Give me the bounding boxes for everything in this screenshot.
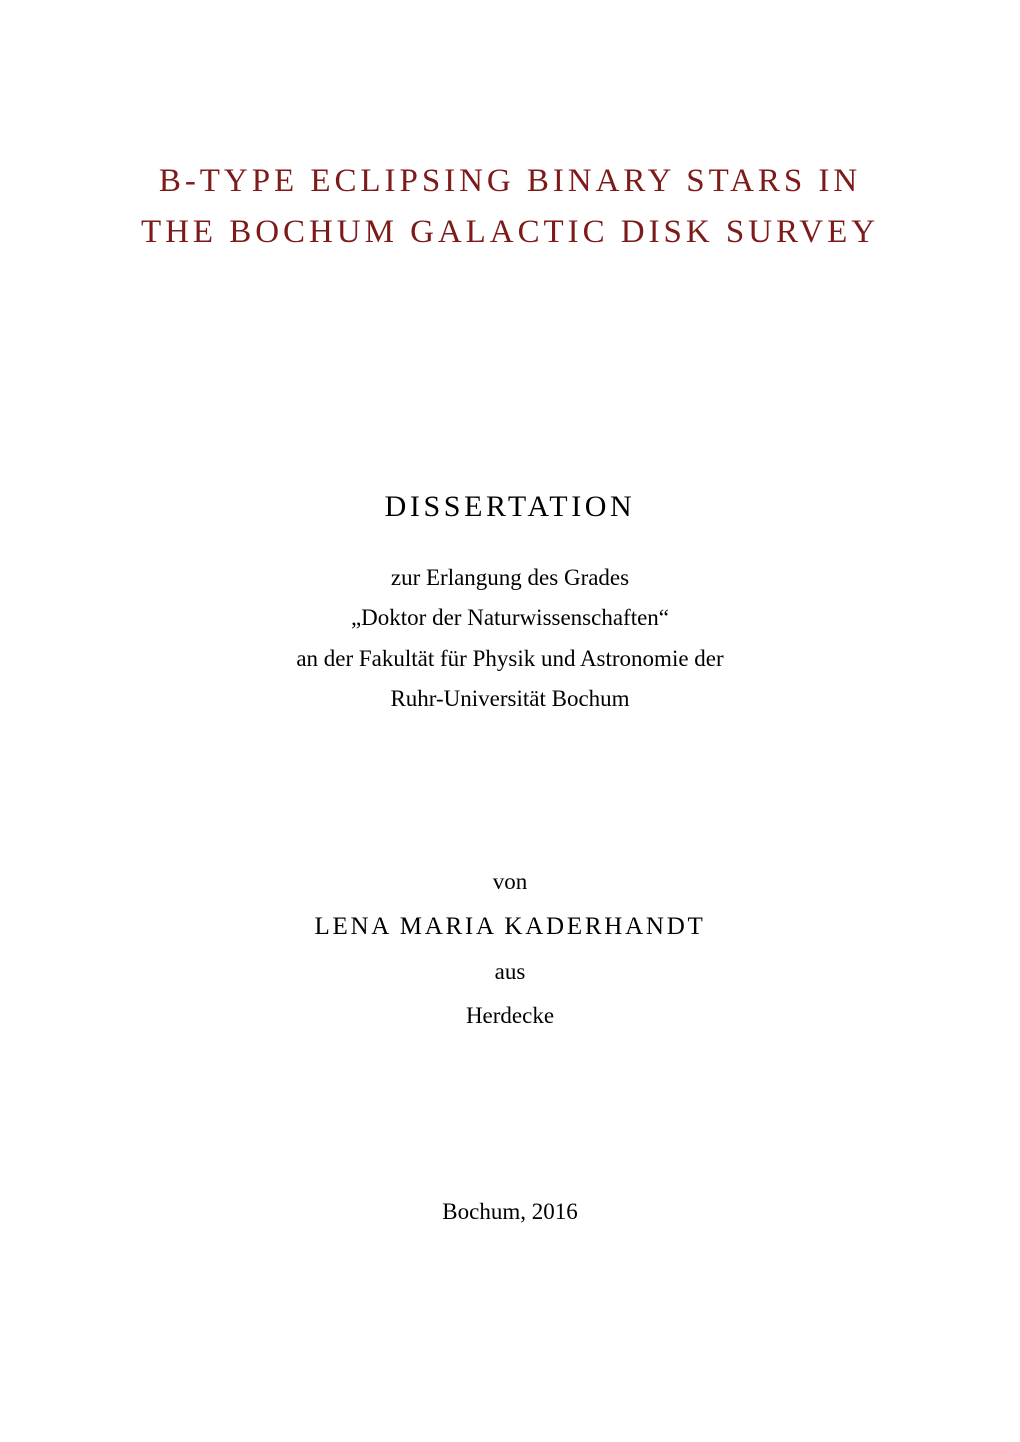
thesis-title: B-TYPE ECLIPSING BINARY STARS IN THE BOC…	[0, 156, 1020, 258]
dissertation-block: DISSERTATION zur Erlangung des Grades „D…	[0, 490, 1020, 719]
dissertation-heading: DISSERTATION	[0, 490, 1020, 524]
subtitle-line-1: zur Erlangung des Grades	[0, 558, 1020, 598]
author-aus: aus	[0, 950, 1020, 994]
author-block: von LENA MARIA KADERHANDT aus Herdecke	[0, 860, 1020, 1037]
subtitle-line-2: „Doktor der Naturwissenschaften“	[0, 598, 1020, 638]
title-line-2: THE BOCHUM GALACTIC DISK SURVEY	[0, 207, 1020, 258]
footer-block: Bochum, 2016	[0, 1190, 1020, 1234]
title-page: B-TYPE ECLIPSING BINARY STARS IN THE BOC…	[0, 0, 1020, 1442]
title-line-1: B-TYPE ECLIPSING BINARY STARS IN	[0, 156, 1020, 207]
place-year: Bochum, 2016	[0, 1190, 1020, 1234]
author-von: von	[0, 860, 1020, 904]
subtitle-line-4: Ruhr-Universität Bochum	[0, 679, 1020, 719]
author-name: LENA MARIA KADERHANDT	[0, 904, 1020, 950]
subtitle-line-3: an der Fakultät für Physik und Astronomi…	[0, 639, 1020, 679]
author-place: Herdecke	[0, 994, 1020, 1038]
